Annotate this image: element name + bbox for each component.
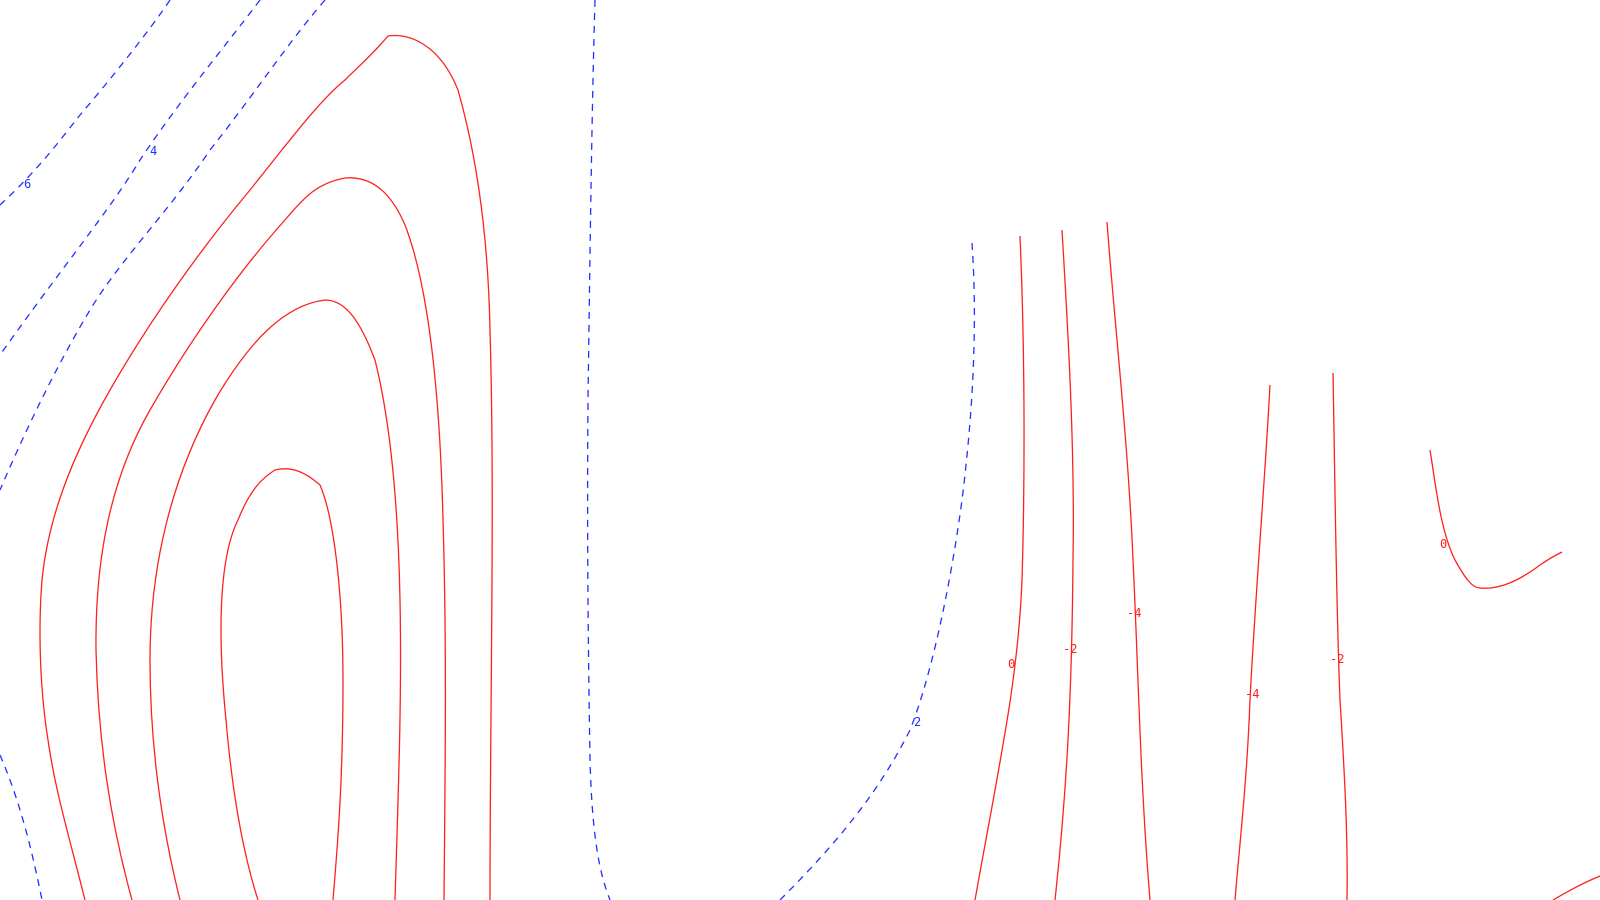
contour-line-pos-4 [0,0,261,356]
contour-line-pos-center [586,0,611,900]
contour-line-neg-3 [149,299,402,900]
contour-label-6: 6 [24,177,31,191]
contour-label-0a: 0 [1008,657,1015,671]
contour-line-pos-bottom-left [0,754,43,900]
contour-line-pos-2-right [779,242,976,900]
contour-line-neg-m4a [1106,221,1151,900]
contour-line-neg-2 [95,177,447,900]
contour-line-neg-m4b [1234,384,1271,900]
contour-line-neg-0b [1429,449,1563,589]
contour-line-pos-6 [0,0,171,206]
contour-label-2: 2 [914,715,921,729]
contour-label-0b: 0 [1440,537,1447,551]
contour-label-m2a: -2 [1063,642,1077,656]
contour-label-4: 4 [150,144,157,158]
contour-line-neg-0a [974,235,1025,900]
contour-label-m2b: -2 [1330,652,1344,666]
contour-line-neg-m2b [1332,372,1348,900]
contour-label-m4a: -4 [1127,606,1141,620]
contour-label-m4b: -4 [1245,687,1259,701]
contour-line-neg-inner [220,468,344,900]
contour-line-neg-outer [39,34,493,900]
contour-line-neg-corner [1552,875,1600,900]
contour-line-pos-2-left [0,0,326,491]
contour-line-neg-m2a [1054,229,1074,900]
